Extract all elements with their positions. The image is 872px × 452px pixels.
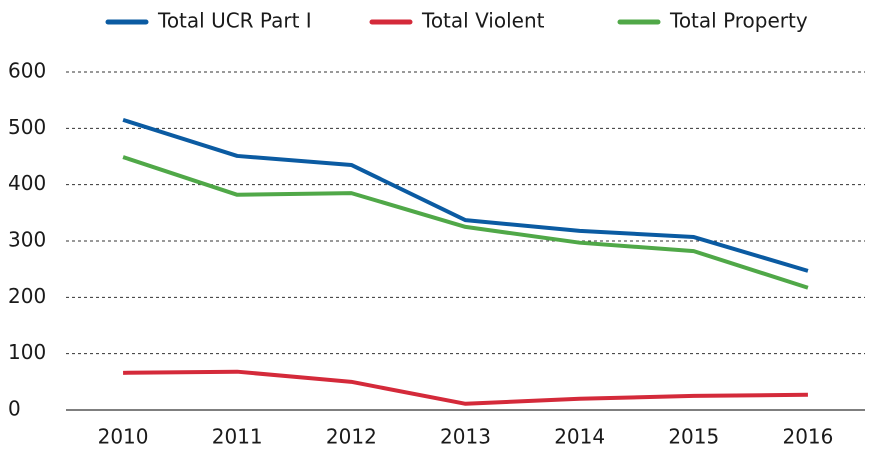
x-tick-label: 2013 xyxy=(440,425,491,449)
y-tick-label: 400 xyxy=(8,171,46,195)
x-tick-label: 2011 xyxy=(212,425,263,449)
x-tick-label: 2015 xyxy=(668,425,719,449)
y-tick-label: 500 xyxy=(8,115,46,139)
x-tick-label: 2012 xyxy=(326,425,377,449)
y-tick-label: 600 xyxy=(8,59,46,83)
series-line xyxy=(122,117,809,273)
x-tick-label: 2016 xyxy=(782,425,833,449)
legend-label: Total Property xyxy=(669,9,808,33)
y-tick-label: 0 xyxy=(8,397,21,421)
series-line xyxy=(123,369,808,406)
y-tick-label: 100 xyxy=(8,340,46,364)
legend-label: Total UCR Part I xyxy=(157,9,312,33)
series-line xyxy=(122,155,809,290)
y-tick-label: 300 xyxy=(8,228,46,252)
y-tick-label: 200 xyxy=(8,284,46,308)
x-tick-label: 2010 xyxy=(98,425,149,449)
legend-label: Total Violent xyxy=(421,9,545,33)
x-tick-label: 2014 xyxy=(554,425,605,449)
